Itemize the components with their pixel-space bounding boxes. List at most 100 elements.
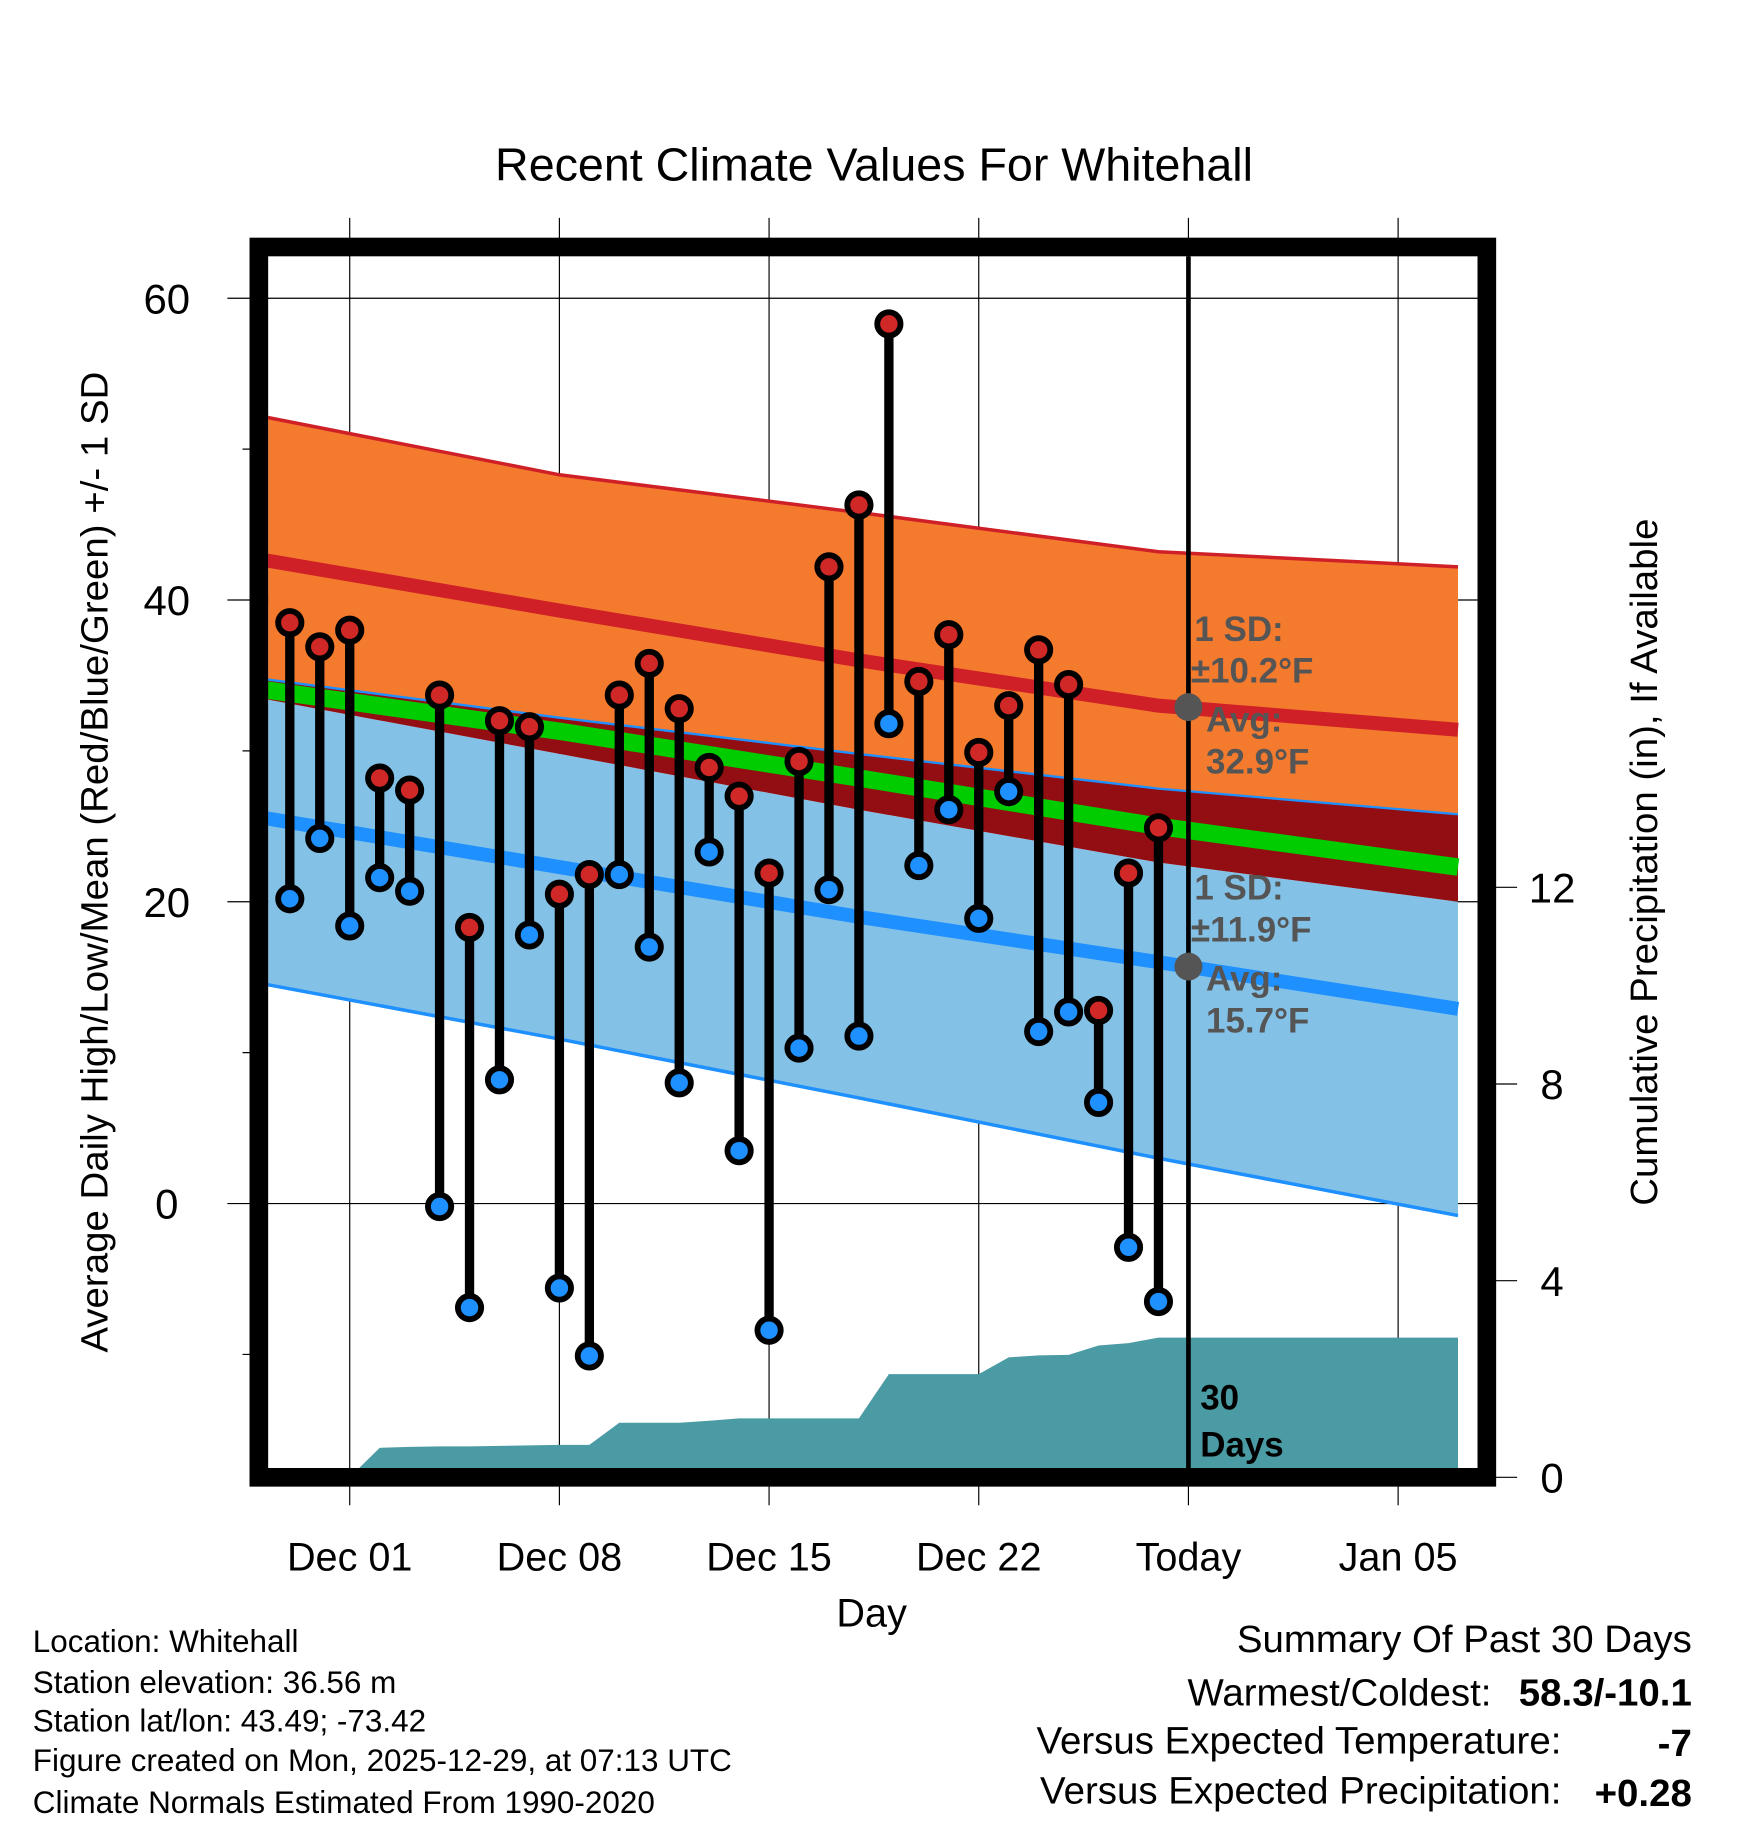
window-days-label: Days <box>1200 1425 1284 1464</box>
y-right-tick-label: 4 <box>1540 1258 1563 1305</box>
precip-vs-expected-label: Versus Expected Precipitation: <box>1040 1770 1561 1813</box>
daily-low-point <box>1113 1232 1144 1262</box>
daily-low-point <box>694 837 724 867</box>
annotations: 1 SD: ±10.2°F Avg: 32.9°F 1 SD: ±11.9°F … <box>1174 610 1314 1464</box>
high-sd-label: 1 SD: <box>1194 610 1283 649</box>
daily-high-point <box>904 666 934 697</box>
daily-low-point <box>754 1315 784 1345</box>
low-avg-label: Avg: <box>1206 959 1282 998</box>
axis-ticks: Dec 01 Dec 08 Dec 15 Dec 22 Today Jan 0502040… <box>143 275 1575 1579</box>
y-axis-right-label: Cumulative Precipitation (in), If Availa… <box>1623 519 1666 1206</box>
x-tick-label: Dec 08 <box>497 1536 623 1580</box>
window-days-number: 30 <box>1200 1379 1239 1418</box>
daily-low-point <box>1084 1087 1114 1117</box>
daily-low-point <box>544 1273 574 1303</box>
daily-high-point <box>844 490 874 520</box>
daily-high-point <box>305 632 335 662</box>
daily-high-point <box>604 680 634 710</box>
location: Location: Whitehall <box>33 1624 299 1659</box>
normals-period: Climate Normals Estimated From 1990-2020 <box>33 1785 655 1820</box>
x-axis-label: Day <box>836 1591 907 1635</box>
x-tick-label: Dec 22 <box>916 1536 1042 1580</box>
temp-vs-expected-value: -7 <box>1658 1722 1692 1765</box>
high-sd-value: ±10.2°F <box>1191 652 1314 691</box>
daily-high-low <box>275 309 1174 1371</box>
lat-lon: Station lat/lon: 43.49; -73.42 <box>33 1703 426 1738</box>
x-tick-label: Dec 01 <box>287 1536 413 1580</box>
summary: Summary Of Past 30 Days Warmest/Coldest:… <box>1036 1618 1691 1815</box>
daily-low-point <box>604 860 634 890</box>
daily-high-point <box>664 694 694 724</box>
daily-high-point <box>874 309 904 339</box>
plot-frame <box>249 237 1497 1487</box>
daily-low-point <box>784 1033 814 1063</box>
daily-low-point <box>1054 997 1084 1027</box>
daily-high-point <box>1054 669 1084 700</box>
high-avg-label: Avg: <box>1206 701 1282 740</box>
daily-low-point <box>874 709 904 739</box>
daily-low-point <box>365 863 395 893</box>
x-tick-label: Dec 15 <box>706 1536 832 1580</box>
low-avg-value: 15.7°F <box>1206 1001 1309 1040</box>
precip-area-fill <box>359 1337 1459 1468</box>
daily-low-point <box>454 1293 485 1323</box>
daily-high-point <box>425 680 455 710</box>
daily-low-point <box>1143 1287 1174 1317</box>
daily-high-point <box>1024 635 1054 665</box>
chart-title: Recent Climate Values For Whitehall <box>495 139 1253 191</box>
daily-low-point <box>634 932 664 962</box>
daily-low-point <box>425 1191 455 1222</box>
daily-low-point <box>395 876 425 906</box>
daily-low-point <box>335 911 365 941</box>
y-tick-label: 60 <box>143 275 190 322</box>
low-sd-lower-line <box>268 983 1459 1218</box>
daily-low-point <box>664 1068 694 1098</box>
summary-title: Summary Of Past 30 Days <box>1237 1618 1692 1661</box>
y-tick-label: 0 <box>155 1181 178 1228</box>
daily-low-point <box>484 1065 515 1095</box>
daily-high-point <box>395 775 425 805</box>
daily-high-point <box>934 620 964 650</box>
y-axis-label: Average Daily High/Low/Mean (Red/Blue/Gr… <box>73 372 116 1353</box>
warmest-coldest-value: 58.3/-10.1 <box>1519 1672 1692 1715</box>
y-right-tick-label: 8 <box>1540 1061 1563 1108</box>
temp-vs-expected-label: Versus Expected Temperature: <box>1036 1719 1561 1762</box>
y-right-tick-label: 12 <box>1529 864 1576 911</box>
daily-low-point <box>724 1136 754 1166</box>
y-tick-label: 40 <box>143 577 190 624</box>
daily-high-point <box>994 691 1024 721</box>
elevation: Station elevation: 36.56 m <box>33 1665 397 1700</box>
daily-high-point <box>454 912 485 942</box>
daily-low-point <box>994 777 1024 807</box>
daily-high-point <box>964 737 994 767</box>
daily-high-point <box>754 858 784 888</box>
daily-high-point <box>634 648 664 678</box>
precip-vs-expected-value: +0.28 <box>1595 1772 1692 1815</box>
daily-high-point <box>814 552 844 582</box>
daily-high-point <box>694 752 724 783</box>
daily-low-point <box>904 850 934 881</box>
daily-high-point <box>784 746 814 777</box>
daily-high-point <box>574 860 604 890</box>
created: Figure created on Mon, 2025-12-29, at 07… <box>33 1743 732 1778</box>
y-right-tick-label: 0 <box>1540 1454 1563 1501</box>
daily-low-point <box>964 903 994 933</box>
daily-low-point <box>814 875 844 905</box>
daily-low-point <box>934 795 964 825</box>
low-sd-value: ±11.9°F <box>1191 910 1312 949</box>
daily-low-point <box>1024 1016 1054 1047</box>
daily-high-point <box>484 706 515 736</box>
daily-low-point <box>844 1021 874 1051</box>
station-info: Location: Whitehall Station elevation: 3… <box>33 1624 732 1820</box>
daily-high-point <box>335 615 365 645</box>
warmest-coldest-label: Warmest/Coldest: <box>1187 1672 1491 1715</box>
high-avg-value: 32.9°F <box>1206 743 1309 782</box>
daily-low-point <box>275 884 305 914</box>
daily-high-point <box>544 879 574 909</box>
x-tick-label: Jan 05 <box>1339 1536 1458 1580</box>
daily-low-point <box>574 1341 604 1371</box>
precip-area <box>359 1337 1459 1468</box>
daily-low-point <box>305 823 335 853</box>
high-avg-marker <box>1174 693 1203 722</box>
